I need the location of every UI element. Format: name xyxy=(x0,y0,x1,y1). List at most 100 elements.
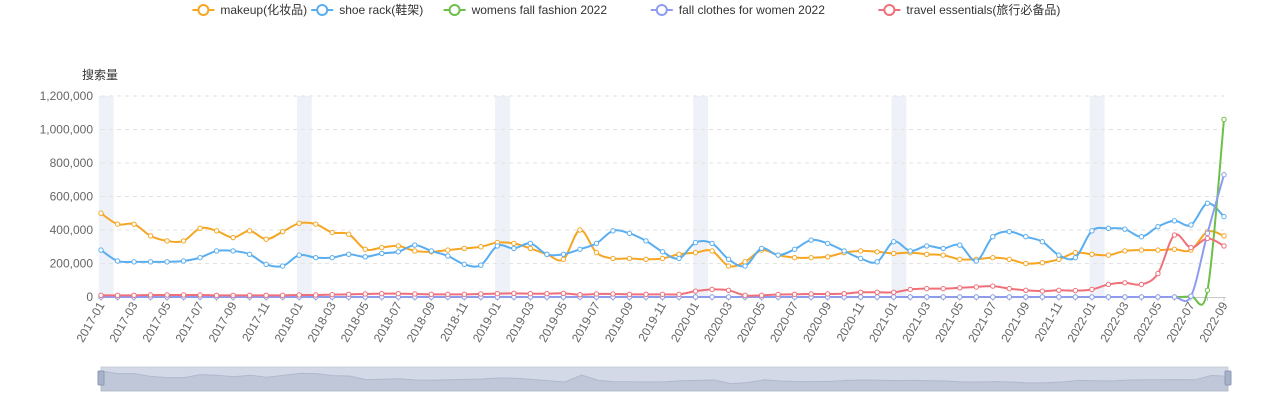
data-point xyxy=(1155,223,1161,230)
data-point xyxy=(412,242,418,248)
data-point xyxy=(197,254,203,261)
data-point xyxy=(676,255,682,262)
year-band xyxy=(693,96,709,297)
data-zoom-slider[interactable] xyxy=(97,366,1232,392)
data-point xyxy=(1138,247,1145,253)
data-point xyxy=(362,291,368,297)
data-point xyxy=(428,291,434,298)
legend-item[interactable]: fall clothes for women 2022 xyxy=(650,3,825,17)
legend-item[interactable]: shoe rack(鞋架) xyxy=(311,2,423,17)
data-point xyxy=(147,233,154,239)
data-point xyxy=(362,246,368,252)
data-point xyxy=(230,292,236,299)
data-point xyxy=(478,262,484,268)
legend[interactable]: makeup(化妆品) shoe rack(鞋架) womens fall fash… xyxy=(192,2,1060,17)
data-point xyxy=(180,292,187,298)
x-tick-label: 2022-07 xyxy=(1163,299,1197,344)
data-point xyxy=(907,248,913,254)
data-point xyxy=(1039,288,1046,294)
data-point xyxy=(494,243,501,249)
x-tick-label: 2019-07 xyxy=(569,299,603,344)
data-point xyxy=(742,263,748,269)
x-tick-label: 2017-03 xyxy=(106,299,140,344)
data-point xyxy=(1105,252,1112,258)
data-point xyxy=(924,285,930,292)
data-point xyxy=(461,291,468,298)
legend-item[interactable]: makeup(化妆品) xyxy=(192,3,307,17)
data-point xyxy=(990,254,996,261)
data-point xyxy=(1204,230,1211,237)
data-point xyxy=(560,256,567,263)
data-point xyxy=(395,249,401,255)
legend-label: makeup(化妆品) xyxy=(220,3,307,17)
data-point xyxy=(544,290,550,297)
y-axis-ticks: 0 200,000 400,000 600,000 800,000 1,000,000 1,… xyxy=(40,89,94,304)
data-point xyxy=(824,291,831,297)
data-point xyxy=(709,248,715,254)
zoom-selection[interactable] xyxy=(101,367,1228,391)
series-line xyxy=(101,119,1225,306)
data-point xyxy=(891,294,897,300)
data-point xyxy=(560,251,567,257)
data-point xyxy=(1122,248,1128,254)
data-point xyxy=(924,294,930,300)
series-3 xyxy=(98,116,1227,306)
data-point xyxy=(957,242,963,248)
legend-marker-icon xyxy=(316,4,329,16)
zoom-handle[interactable] xyxy=(1224,370,1232,386)
data-point xyxy=(1006,285,1013,292)
data-point xyxy=(1072,287,1079,294)
data-point xyxy=(1122,294,1128,300)
data-point xyxy=(1171,232,1178,238)
data-point xyxy=(428,248,434,254)
legend-item[interactable]: womens fall fashion 2022 xyxy=(443,3,608,17)
x-tick-label: 2018-07 xyxy=(371,299,405,344)
data-point xyxy=(973,294,979,300)
data-point xyxy=(808,237,814,243)
data-point xyxy=(494,290,501,297)
data-point xyxy=(1155,247,1161,253)
data-point xyxy=(114,221,121,227)
data-point xyxy=(924,251,930,257)
data-point xyxy=(1171,218,1178,224)
data-point xyxy=(775,291,781,298)
data-point xyxy=(725,294,732,300)
data-point xyxy=(610,291,616,297)
data-point xyxy=(164,259,170,265)
data-point xyxy=(1056,294,1062,300)
data-point xyxy=(940,245,946,252)
x-tick-label: 2020-01 xyxy=(668,299,702,344)
zoom-preview-area xyxy=(100,370,1229,392)
legend-item[interactable]: travel essentials(旅行必备品) xyxy=(878,3,1060,17)
data-point xyxy=(1188,222,1194,228)
x-tick-label: 2020-07 xyxy=(767,299,801,344)
data-point xyxy=(279,292,286,299)
data-point xyxy=(98,210,104,216)
series-2 xyxy=(98,200,1227,269)
data-point xyxy=(957,285,963,291)
data-point xyxy=(758,292,765,299)
zoom-handle[interactable] xyxy=(97,370,105,386)
data-point xyxy=(1122,280,1128,286)
data-point xyxy=(643,238,649,244)
data-point xyxy=(791,254,798,261)
data-point xyxy=(395,243,401,249)
data-point xyxy=(1039,259,1046,266)
data-point xyxy=(1089,294,1095,300)
x-tick-label: 2018-09 xyxy=(404,299,438,344)
data-point xyxy=(725,256,732,263)
data-point xyxy=(907,294,913,300)
data-point xyxy=(329,291,335,298)
data-point xyxy=(346,251,352,257)
data-point xyxy=(1221,213,1227,220)
data-point xyxy=(824,240,831,247)
data-point xyxy=(1105,225,1112,232)
data-point xyxy=(610,228,616,234)
legend-label: travel essentials(旅行必备品) xyxy=(906,3,1060,17)
data-point xyxy=(692,294,699,300)
x-tick-label: 2019-05 xyxy=(536,299,570,344)
x-tick-label: 2020-03 xyxy=(701,299,735,344)
data-point xyxy=(131,221,137,227)
data-point xyxy=(461,261,468,268)
data-point xyxy=(940,294,946,300)
